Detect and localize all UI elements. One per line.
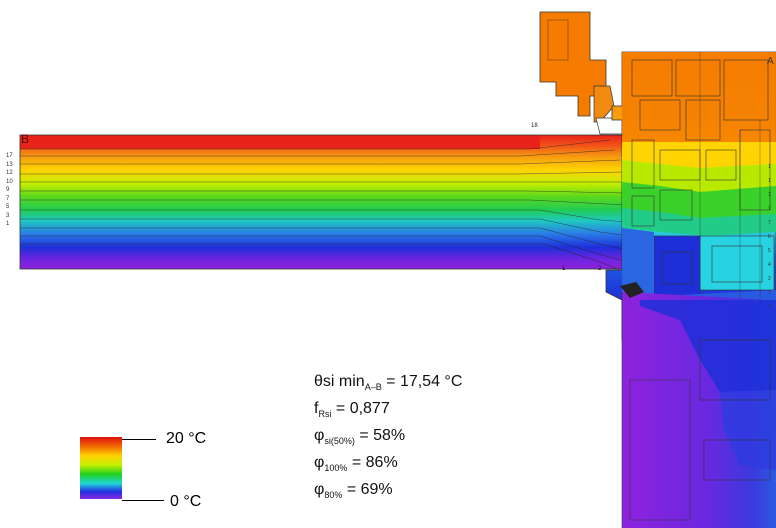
phi-80-subscript: 80% — [324, 490, 343, 501]
isotherm-label-right: 4 — [768, 262, 771, 268]
point-a-label: A — [767, 56, 774, 67]
phi-80-value: = 69% — [342, 481, 393, 498]
sash-profile — [539, 11, 633, 135]
legend-max-tick — [122, 439, 156, 440]
isotherm-label-right: 7 — [768, 220, 771, 226]
isotherm-labels-right: 1 1 1 1 7 6 5 4 2 2 1 — [768, 160, 776, 314]
phi-100-row: φ100% = 86% — [314, 449, 462, 476]
isotherm-label-right: 1 — [768, 304, 771, 310]
isotherm-label-right: 5 — [768, 248, 771, 254]
f-rsi-row: fRsi = 0,877 — [314, 395, 462, 422]
phi-si-subscript: si(50%) — [324, 436, 355, 447]
phi-100-subscript: 100% — [324, 463, 348, 474]
theta-subscript: A–B — [364, 382, 382, 393]
theta-si-min-row: θsi minA–B = 17,54 °C — [314, 368, 462, 395]
legend-max-label: 20 °C — [166, 430, 207, 447]
phi-symbol: φ — [314, 427, 325, 444]
phi-si-row: φsi(50%) = 58% — [314, 422, 462, 449]
point-b-label: B — [21, 132, 30, 146]
phi-si-value: = 58% — [354, 427, 406, 444]
isotherm-label-left: 1 — [6, 221, 10, 227]
isotherm-label-right: 2 — [768, 290, 771, 296]
isotherm-label-right: 1 — [768, 192, 771, 198]
isotherm-label-right: 2 — [768, 276, 771, 282]
phi-80-row: φ80% = 69% — [314, 476, 462, 503]
f-symbol: f — [314, 400, 319, 417]
theta-name: si min — [322, 373, 365, 390]
isotherm-labels-left: 17 13 12 10 9 7 5 3 1 — [6, 152, 20, 229]
isotherm-label-left: 9 — [6, 187, 10, 193]
phi-symbol: φ — [314, 454, 325, 471]
isotherm-label-left: 12 — [6, 170, 13, 176]
isotherm-label-left: 10 — [6, 178, 13, 185]
phi-100-value: = 86% — [347, 454, 398, 471]
wall-section — [19, 134, 633, 271]
legend-min-tick — [122, 500, 164, 501]
f-value: = 0,877 — [331, 400, 390, 417]
isotherm-label-left: 17 — [6, 153, 13, 159]
phi-symbol: φ — [314, 481, 325, 498]
theta-value: = 17,54 °C — [381, 373, 463, 390]
legend-min-label: 0 °C — [170, 493, 202, 510]
f-subscript: Rsi — [318, 409, 332, 420]
isotherm-label-right: 6 — [768, 234, 771, 240]
isotherm-label-left: 13 — [6, 161, 13, 168]
isotherm-label-bottom-2: 2 — [598, 266, 602, 272]
isotherm-label-bottom-1: 1 — [562, 266, 566, 272]
isotherm-label-left: 5 — [6, 204, 10, 210]
isotherm-label-right: 1 — [768, 164, 771, 170]
theta-symbol: θ — [314, 373, 323, 390]
isotherm-label-left: 3 — [6, 212, 10, 219]
legend-color-bar — [80, 437, 122, 499]
isotherm-label-right: 1 — [768, 178, 771, 184]
results-block: θsi minA–B = 17,54 °C fRsi = 0,877 φsi(5… — [314, 368, 462, 503]
window-reveal — [620, 282, 776, 528]
isotherm-label-right: 1 — [768, 206, 771, 212]
isotherm-label-top: 18 — [531, 123, 538, 129]
isotherm-label-left: 7 — [6, 195, 10, 202]
